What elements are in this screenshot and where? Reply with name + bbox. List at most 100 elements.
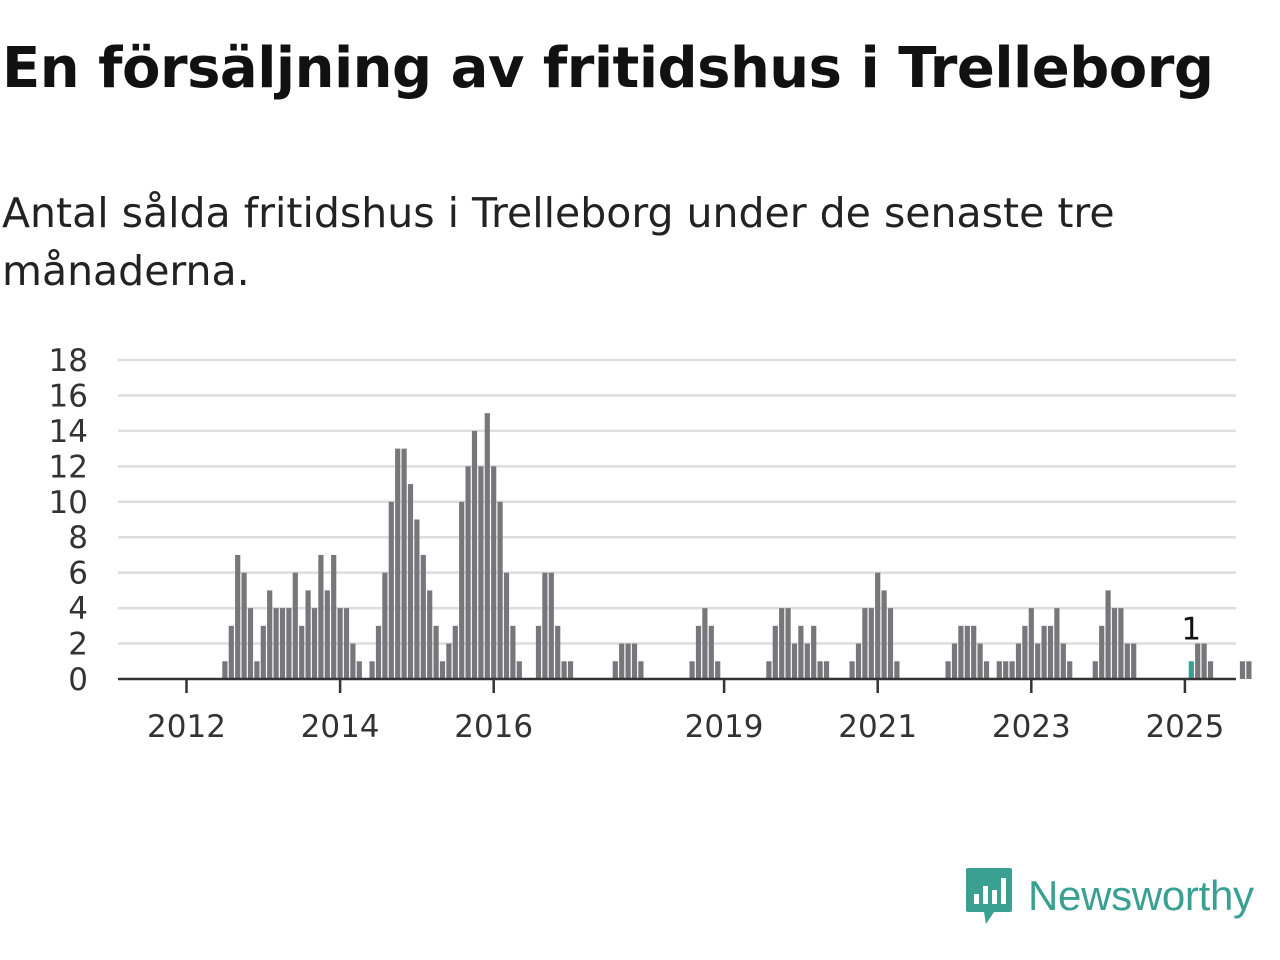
bar	[1022, 625, 1028, 679]
x-tick-label: 2016	[454, 709, 533, 745]
bar	[958, 625, 964, 679]
bar	[702, 608, 708, 679]
bar	[420, 554, 426, 679]
bar	[1054, 608, 1060, 679]
newsworthy-logo-icon	[966, 868, 1012, 924]
bar	[1239, 661, 1246, 679]
bar	[465, 466, 471, 679]
bar	[286, 608, 292, 679]
bar	[868, 608, 874, 679]
y-tick-label: 0	[68, 662, 88, 698]
newsworthy-logo-text: Newsworthy	[1028, 872, 1254, 919]
bar	[222, 661, 228, 679]
bar	[459, 501, 465, 679]
bar	[817, 661, 823, 679]
bar	[1105, 590, 1111, 679]
bar	[1028, 608, 1034, 679]
bar	[414, 519, 420, 679]
bar	[260, 625, 266, 679]
chart-subtitle: Antal sålda fritidshus i Trelleborg unde…	[2, 189, 1115, 295]
bar	[1111, 608, 1118, 679]
bar	[1124, 643, 1130, 679]
bar	[331, 554, 337, 679]
bar	[715, 661, 721, 679]
bar	[1195, 643, 1201, 679]
bar	[996, 661, 1002, 679]
bar	[497, 501, 503, 679]
bar	[791, 643, 798, 679]
x-tick-label: 2025	[1145, 709, 1224, 745]
y-tick-label: 2	[68, 627, 88, 663]
y-tick-label: 18	[49, 343, 88, 379]
bar	[804, 643, 810, 679]
x-tick-label: 2014	[301, 709, 380, 745]
bar-highlight	[1188, 661, 1194, 679]
bar	[1246, 661, 1252, 679]
bar	[267, 590, 273, 679]
bar	[516, 661, 522, 679]
y-tick-label: 10	[49, 485, 88, 521]
bar	[375, 625, 382, 679]
bar	[638, 661, 644, 679]
bar	[395, 448, 401, 679]
bar	[318, 554, 324, 679]
bar	[491, 466, 497, 679]
bar	[1047, 625, 1054, 679]
bar	[1131, 643, 1137, 679]
bar	[619, 643, 625, 679]
bar	[772, 625, 778, 679]
x-tick-label: 2012	[147, 709, 226, 745]
bar	[388, 501, 394, 679]
bar	[1118, 608, 1124, 679]
x-tick-label: 2021	[838, 709, 917, 745]
bar	[1060, 643, 1066, 679]
bar	[631, 643, 638, 679]
x-tick-label: 2023	[992, 709, 1071, 745]
bar	[983, 661, 990, 679]
bar	[235, 554, 241, 679]
bar	[785, 608, 791, 679]
bar	[439, 661, 446, 679]
bar	[875, 572, 881, 679]
bar	[548, 572, 554, 679]
bar	[324, 590, 330, 679]
bar	[849, 661, 855, 679]
bar	[369, 661, 375, 679]
bar	[708, 625, 714, 679]
bar	[254, 661, 260, 679]
bar	[337, 608, 343, 679]
bar	[535, 625, 542, 679]
bar	[945, 661, 951, 679]
bar	[427, 590, 433, 679]
bar	[1207, 661, 1214, 679]
y-tick-label: 12	[49, 449, 88, 485]
y-tick-label: 14	[49, 414, 88, 450]
bar	[356, 661, 362, 679]
bar	[510, 625, 516, 679]
chart-title: En försäljning av fritidshus i Trellebor…	[2, 36, 1214, 101]
bar	[1099, 625, 1105, 679]
y-tick-label: 4	[68, 591, 88, 627]
bar	[625, 643, 631, 679]
y-tick-label: 16	[49, 378, 88, 414]
newsworthy-logo[interactable]: Newsworthy	[964, 864, 1254, 928]
value-labels: 1	[1181, 611, 1201, 647]
bar	[299, 625, 305, 679]
bar	[779, 608, 785, 679]
data-label-latest: 1	[1181, 611, 1201, 647]
bar	[407, 484, 414, 679]
bar	[471, 430, 478, 679]
bar	[951, 643, 958, 679]
bar	[766, 661, 772, 679]
bar	[503, 572, 510, 679]
bar	[1041, 625, 1047, 679]
bar	[964, 625, 970, 679]
bar	[1035, 643, 1041, 679]
bar	[1092, 661, 1098, 679]
bar	[881, 590, 887, 679]
bar	[311, 608, 318, 679]
bar	[401, 448, 407, 679]
bar	[228, 625, 234, 679]
